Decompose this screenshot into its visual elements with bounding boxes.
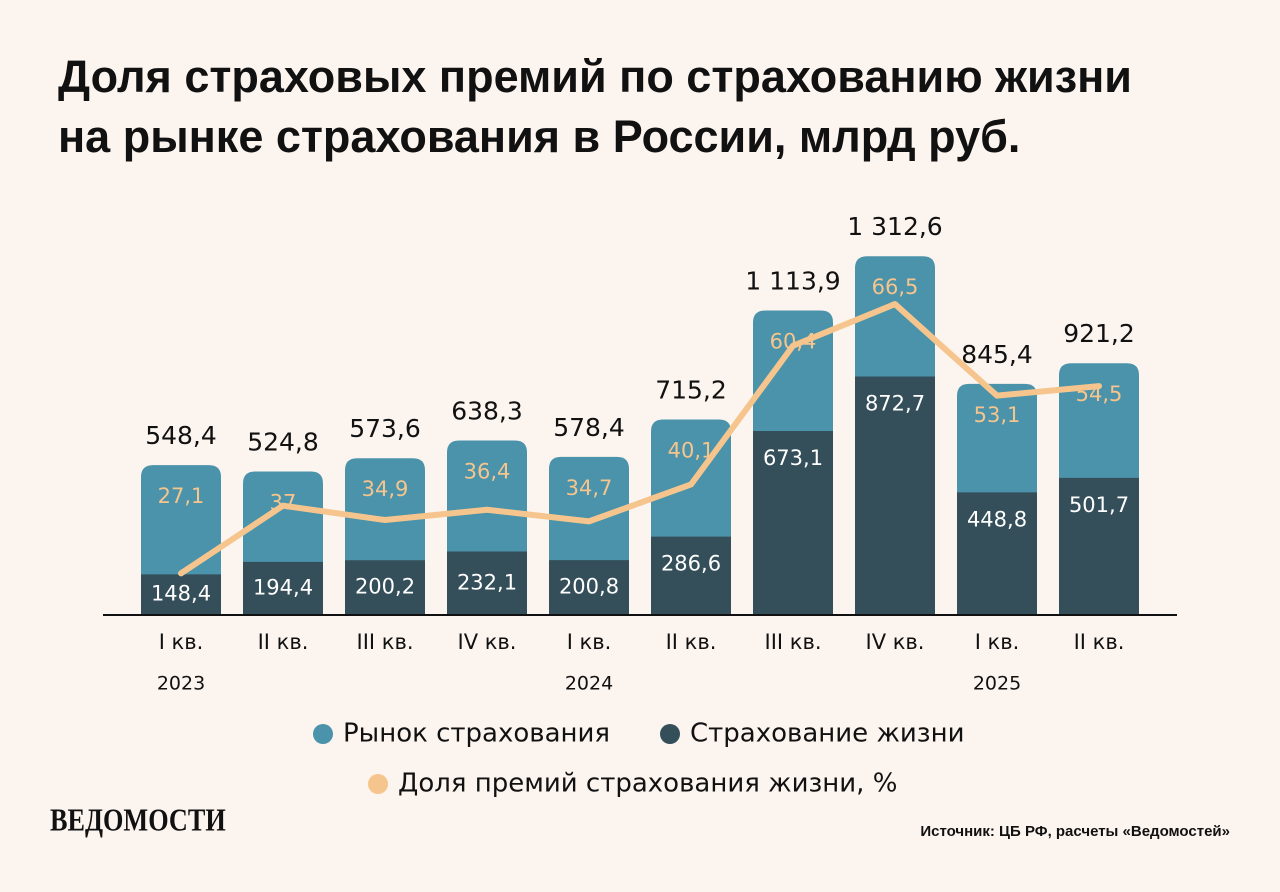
share-label: 34,9 bbox=[362, 477, 409, 501]
x-tick-label: IV кв. bbox=[458, 630, 517, 654]
year-label: 2024 bbox=[565, 673, 613, 695]
inner-label: 148,4 bbox=[151, 582, 211, 606]
inner-label: 194,4 bbox=[253, 575, 313, 599]
inner-label: 673,1 bbox=[763, 446, 823, 470]
legend-marker bbox=[660, 724, 680, 744]
bar bbox=[1059, 477, 1139, 615]
x-tick-label: III кв. bbox=[357, 630, 414, 654]
total-label: 1 113,9 bbox=[745, 267, 840, 296]
bar bbox=[243, 561, 323, 615]
inner-label: 286,6 bbox=[661, 552, 721, 576]
bar bbox=[957, 492, 1037, 615]
inner-label: 501,7 bbox=[1069, 493, 1129, 517]
total-label: 845,4 bbox=[961, 340, 1033, 369]
bar bbox=[855, 376, 935, 615]
bar bbox=[753, 431, 833, 615]
legend-marker bbox=[368, 774, 388, 794]
total-label: 1 312,6 bbox=[847, 212, 942, 241]
brand-logo: ВЕДОМОСТИ bbox=[50, 803, 226, 838]
x-tick-label: I кв. bbox=[567, 630, 612, 654]
bar bbox=[549, 560, 629, 615]
share-line bbox=[178, 301, 1102, 577]
total-label: 578,4 bbox=[553, 413, 625, 442]
bar bbox=[345, 560, 425, 615]
legend-label: Доля премий страхования жизни, % bbox=[398, 769, 897, 799]
total-label: 573,6 bbox=[349, 414, 421, 443]
x-tick-label: IV кв. bbox=[866, 630, 925, 654]
inner-label: 448,8 bbox=[967, 507, 1027, 531]
x-tick-label: I кв. bbox=[159, 630, 204, 654]
x-tick-label: II кв. bbox=[258, 630, 309, 654]
inner-label: 872,7 bbox=[865, 391, 925, 415]
total-label: 548,4 bbox=[145, 421, 217, 450]
share-label: 27,1 bbox=[158, 484, 205, 508]
chart-title: на рынке страхования в России, млрд руб. bbox=[58, 111, 1020, 162]
chart-title: Доля страховых премий по страхованию жиз… bbox=[58, 51, 1132, 102]
inner-label: 200,8 bbox=[559, 575, 619, 599]
bar bbox=[447, 551, 527, 615]
legend-label: Рынок страхования bbox=[343, 719, 610, 749]
total-label: 638,3 bbox=[451, 397, 523, 426]
x-tick-label: II кв. bbox=[666, 630, 717, 654]
inner-label: 200,2 bbox=[355, 575, 415, 599]
total-label: 524,8 bbox=[247, 428, 319, 457]
source-note: Источник: ЦБ РФ, расчеты «Ведомостей» bbox=[920, 823, 1230, 840]
bar bbox=[651, 536, 731, 615]
legend-label: Страхование жизни bbox=[690, 719, 965, 749]
inner-label: 232,1 bbox=[457, 570, 517, 594]
x-tick-label: I кв. bbox=[975, 630, 1020, 654]
total-label: 715,2 bbox=[655, 376, 727, 405]
share-label: 36,4 bbox=[464, 460, 511, 484]
year-label: 2025 bbox=[973, 673, 1021, 695]
share-label: 66,5 bbox=[872, 275, 919, 299]
total-label: 921,2 bbox=[1063, 319, 1135, 348]
bar bbox=[141, 574, 221, 615]
share-label: 53,1 bbox=[974, 403, 1021, 427]
x-tick-label: II кв. bbox=[1074, 630, 1125, 654]
legend-marker bbox=[313, 724, 333, 744]
year-label: 2023 bbox=[157, 673, 205, 695]
x-tick-label: III кв. bbox=[765, 630, 822, 654]
share-label: 34,7 bbox=[566, 476, 613, 500]
